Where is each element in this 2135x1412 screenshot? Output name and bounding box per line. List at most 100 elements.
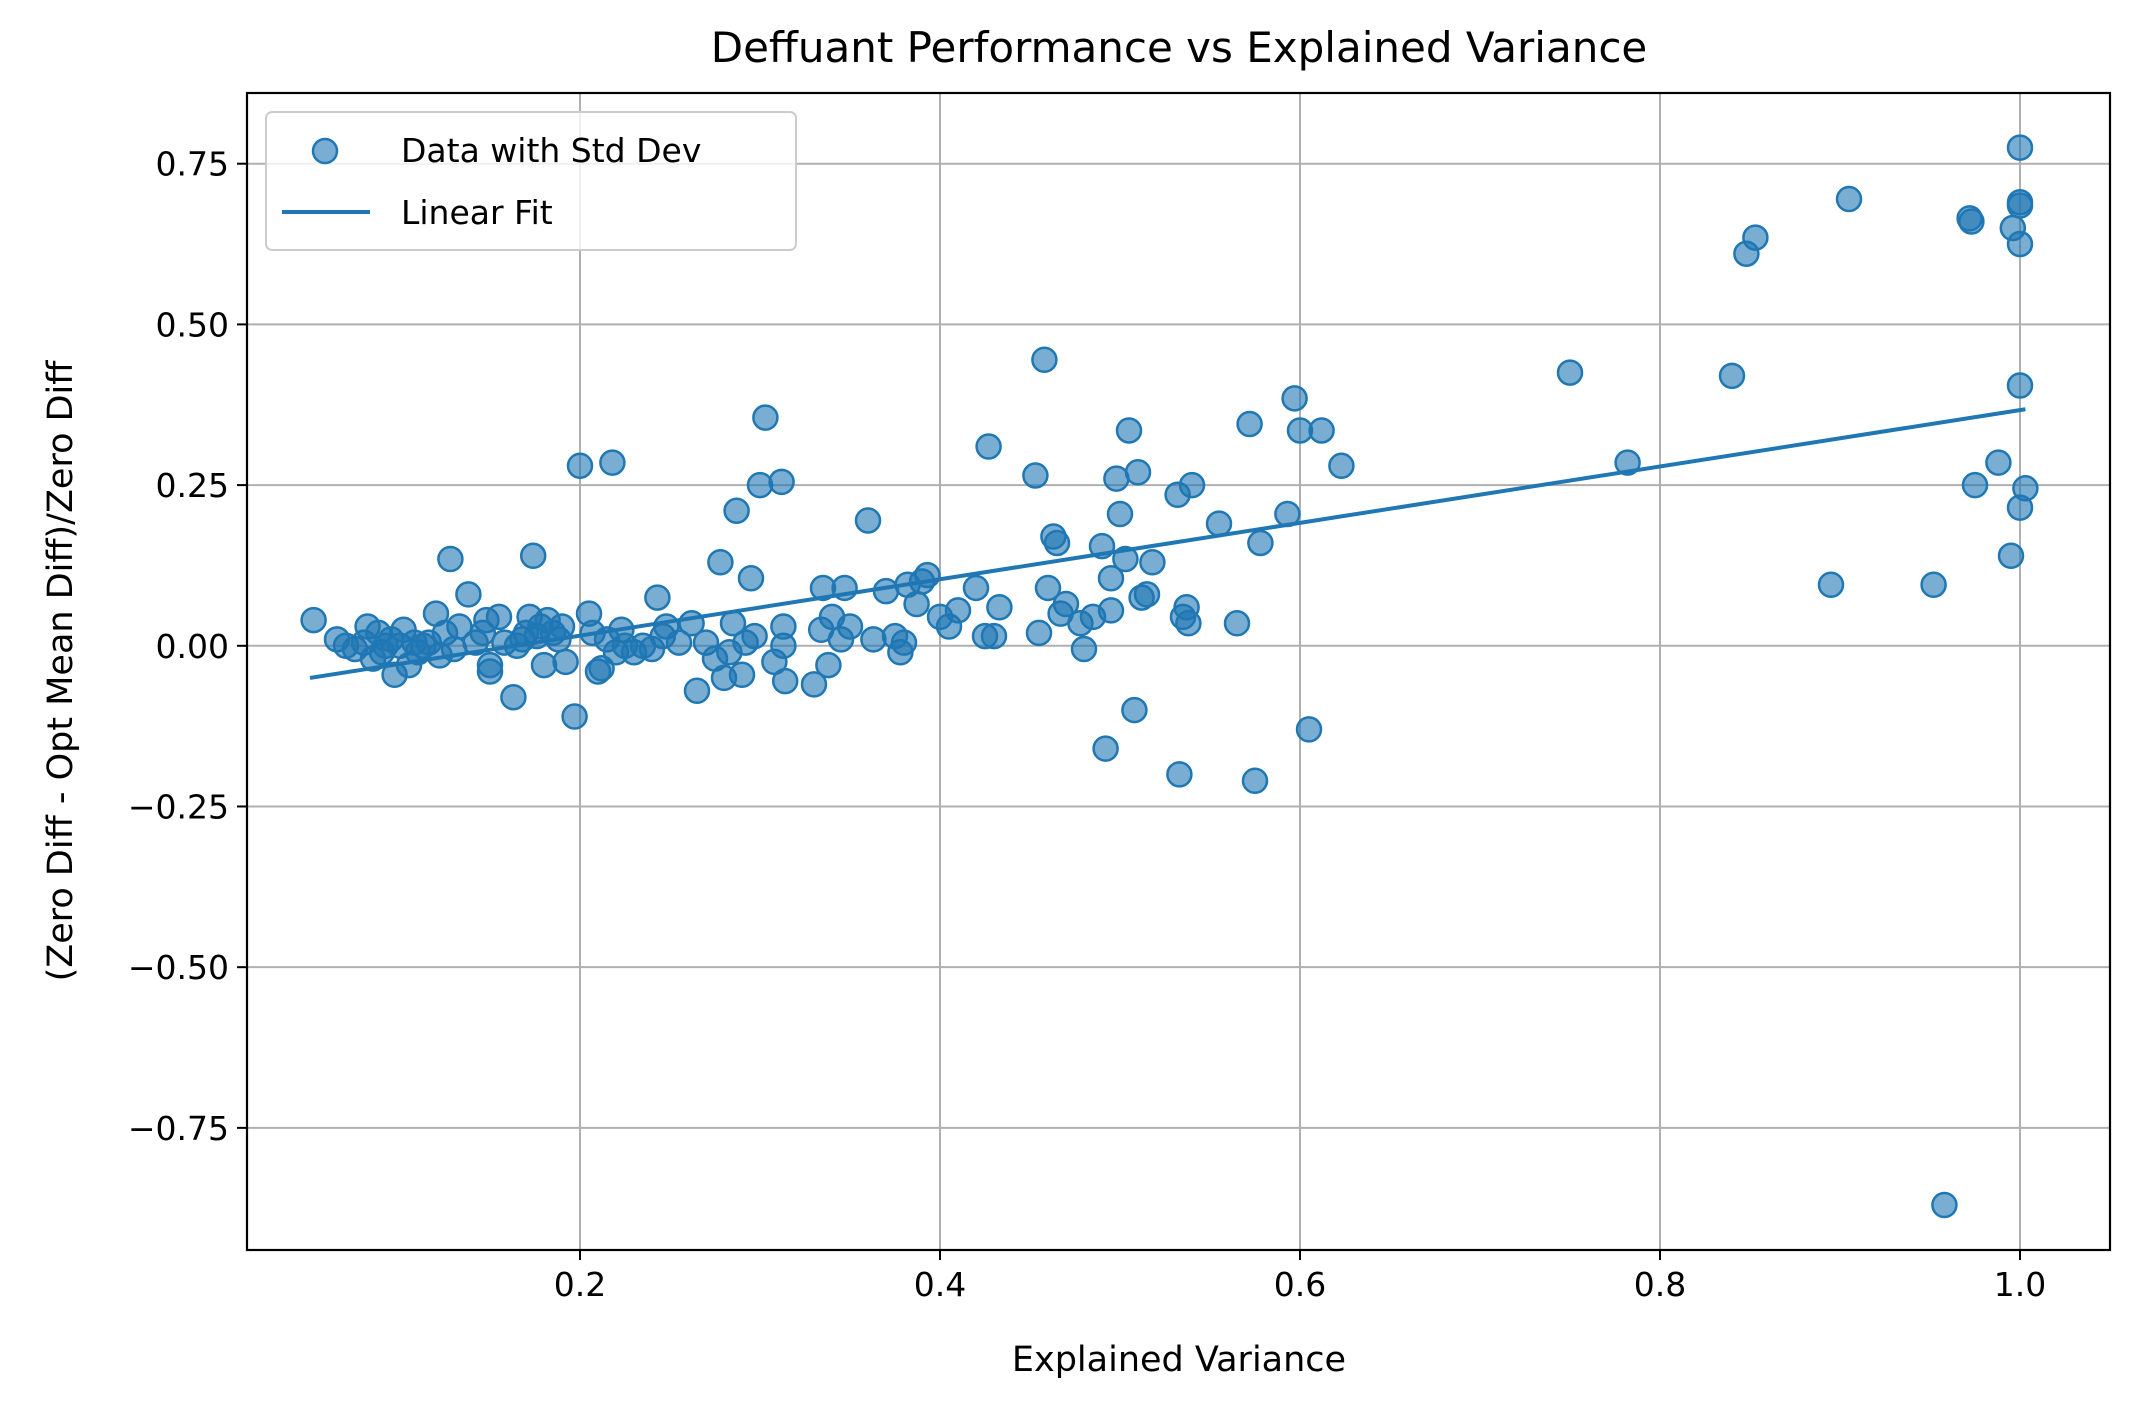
data-point	[872, 577, 900, 605]
data-point	[678, 610, 705, 637]
data-point	[800, 671, 828, 698]
y-tick-label: 0.50	[156, 305, 229, 344]
data-point	[768, 468, 795, 496]
data-point	[440, 635, 468, 663]
data-point	[530, 651, 558, 679]
data-point	[1961, 471, 1989, 499]
data-point	[1092, 735, 1119, 762]
data-point	[770, 613, 797, 640]
x-axis-label: Explained Variance	[1012, 1340, 1346, 1380]
data-point	[1241, 767, 1269, 795]
chart-title: Deffuant Performance vs Explained Varian…	[711, 23, 1648, 72]
data-point	[548, 613, 576, 640]
data-point	[771, 667, 799, 695]
data-point	[815, 651, 842, 679]
points-layer	[300, 134, 2039, 1219]
x-tick-label: 0.6	[1274, 1265, 1326, 1304]
data-point	[1236, 410, 1263, 438]
data-point	[1097, 565, 1125, 592]
data-point	[2006, 192, 2034, 219]
legend-label-scatter: Data with Std Dev	[401, 131, 701, 170]
data-point	[890, 629, 918, 656]
data-point	[1103, 465, 1130, 492]
y-tick-label: 0.25	[156, 466, 229, 505]
data-point	[836, 613, 864, 640]
data-point	[1025, 619, 1053, 647]
data-point	[437, 545, 464, 573]
plot-frame	[245, 91, 2112, 1252]
data-point	[1274, 500, 1301, 528]
data-point	[1088, 532, 1116, 560]
data-point	[728, 661, 756, 688]
x-tick-label: 1.0	[1994, 1265, 2046, 1304]
data-point	[860, 626, 887, 653]
data-point	[1958, 208, 1985, 235]
data-point	[599, 449, 626, 476]
y-tick-label: −0.50	[128, 948, 229, 987]
data-point	[752, 404, 779, 431]
data-point	[1614, 449, 1641, 476]
data-point	[1920, 571, 1947, 598]
data-point	[1931, 1191, 1958, 1219]
data-point	[980, 622, 1008, 650]
data-point	[2006, 372, 2034, 399]
data-point	[986, 593, 1013, 621]
data-point	[707, 548, 734, 576]
data-point	[737, 565, 765, 592]
data-point	[1223, 610, 1251, 637]
data-point	[566, 452, 594, 480]
data-point	[854, 507, 882, 534]
data-point	[1097, 597, 1125, 624]
data-point	[719, 610, 747, 637]
data-point	[1112, 545, 1139, 573]
data-point	[1556, 359, 1584, 386]
y-tick-label: −0.25	[128, 787, 229, 826]
data-point	[1295, 716, 1323, 743]
data-point	[1022, 462, 1049, 489]
data-point	[1034, 574, 1062, 602]
data-point	[665, 629, 693, 656]
data-point	[831, 574, 858, 602]
data-point	[1328, 452, 1355, 480]
data-point	[1052, 590, 1080, 618]
data-point	[1121, 696, 1148, 724]
data-point	[300, 606, 327, 634]
data-point	[914, 561, 941, 589]
data-point	[552, 648, 579, 676]
data-point	[1281, 385, 1308, 412]
data-point	[561, 703, 588, 730]
y-tick-label: 0.75	[156, 145, 229, 184]
data-point	[975, 433, 1002, 460]
x-tick-label: 0.4	[914, 1265, 966, 1304]
data-point	[1070, 635, 1098, 663]
data-point	[1178, 471, 1206, 499]
data-point	[741, 622, 768, 650]
data-point	[683, 677, 711, 705]
data-point	[485, 603, 513, 631]
data-point	[746, 471, 774, 499]
data-point	[903, 590, 930, 618]
data-point	[1205, 510, 1233, 537]
data-point	[2006, 230, 2034, 258]
data-point	[455, 581, 482, 608]
data-point	[644, 584, 671, 611]
data-point	[500, 683, 527, 711]
data-point	[1247, 529, 1274, 557]
data-point	[1133, 581, 1161, 608]
y-tick-label: 0.00	[156, 627, 229, 666]
data-point	[1043, 529, 1071, 557]
legend-label-line: Linear Fit	[401, 193, 553, 232]
data-point	[1985, 449, 2012, 476]
data-point	[1718, 362, 1746, 390]
data-point	[2012, 475, 2039, 502]
data-point	[1308, 417, 1335, 444]
x-tick-label: 0.8	[1634, 1265, 1686, 1304]
data-point	[1175, 610, 1202, 637]
data-point	[944, 597, 972, 624]
data-point	[1115, 417, 1143, 444]
data-point	[962, 574, 990, 602]
legend: Data with Std Dev Linear Fit	[265, 111, 797, 251]
y-axis-label: (Zero Diff - Opt Mean Diff)/Zero Diff	[41, 360, 81, 982]
